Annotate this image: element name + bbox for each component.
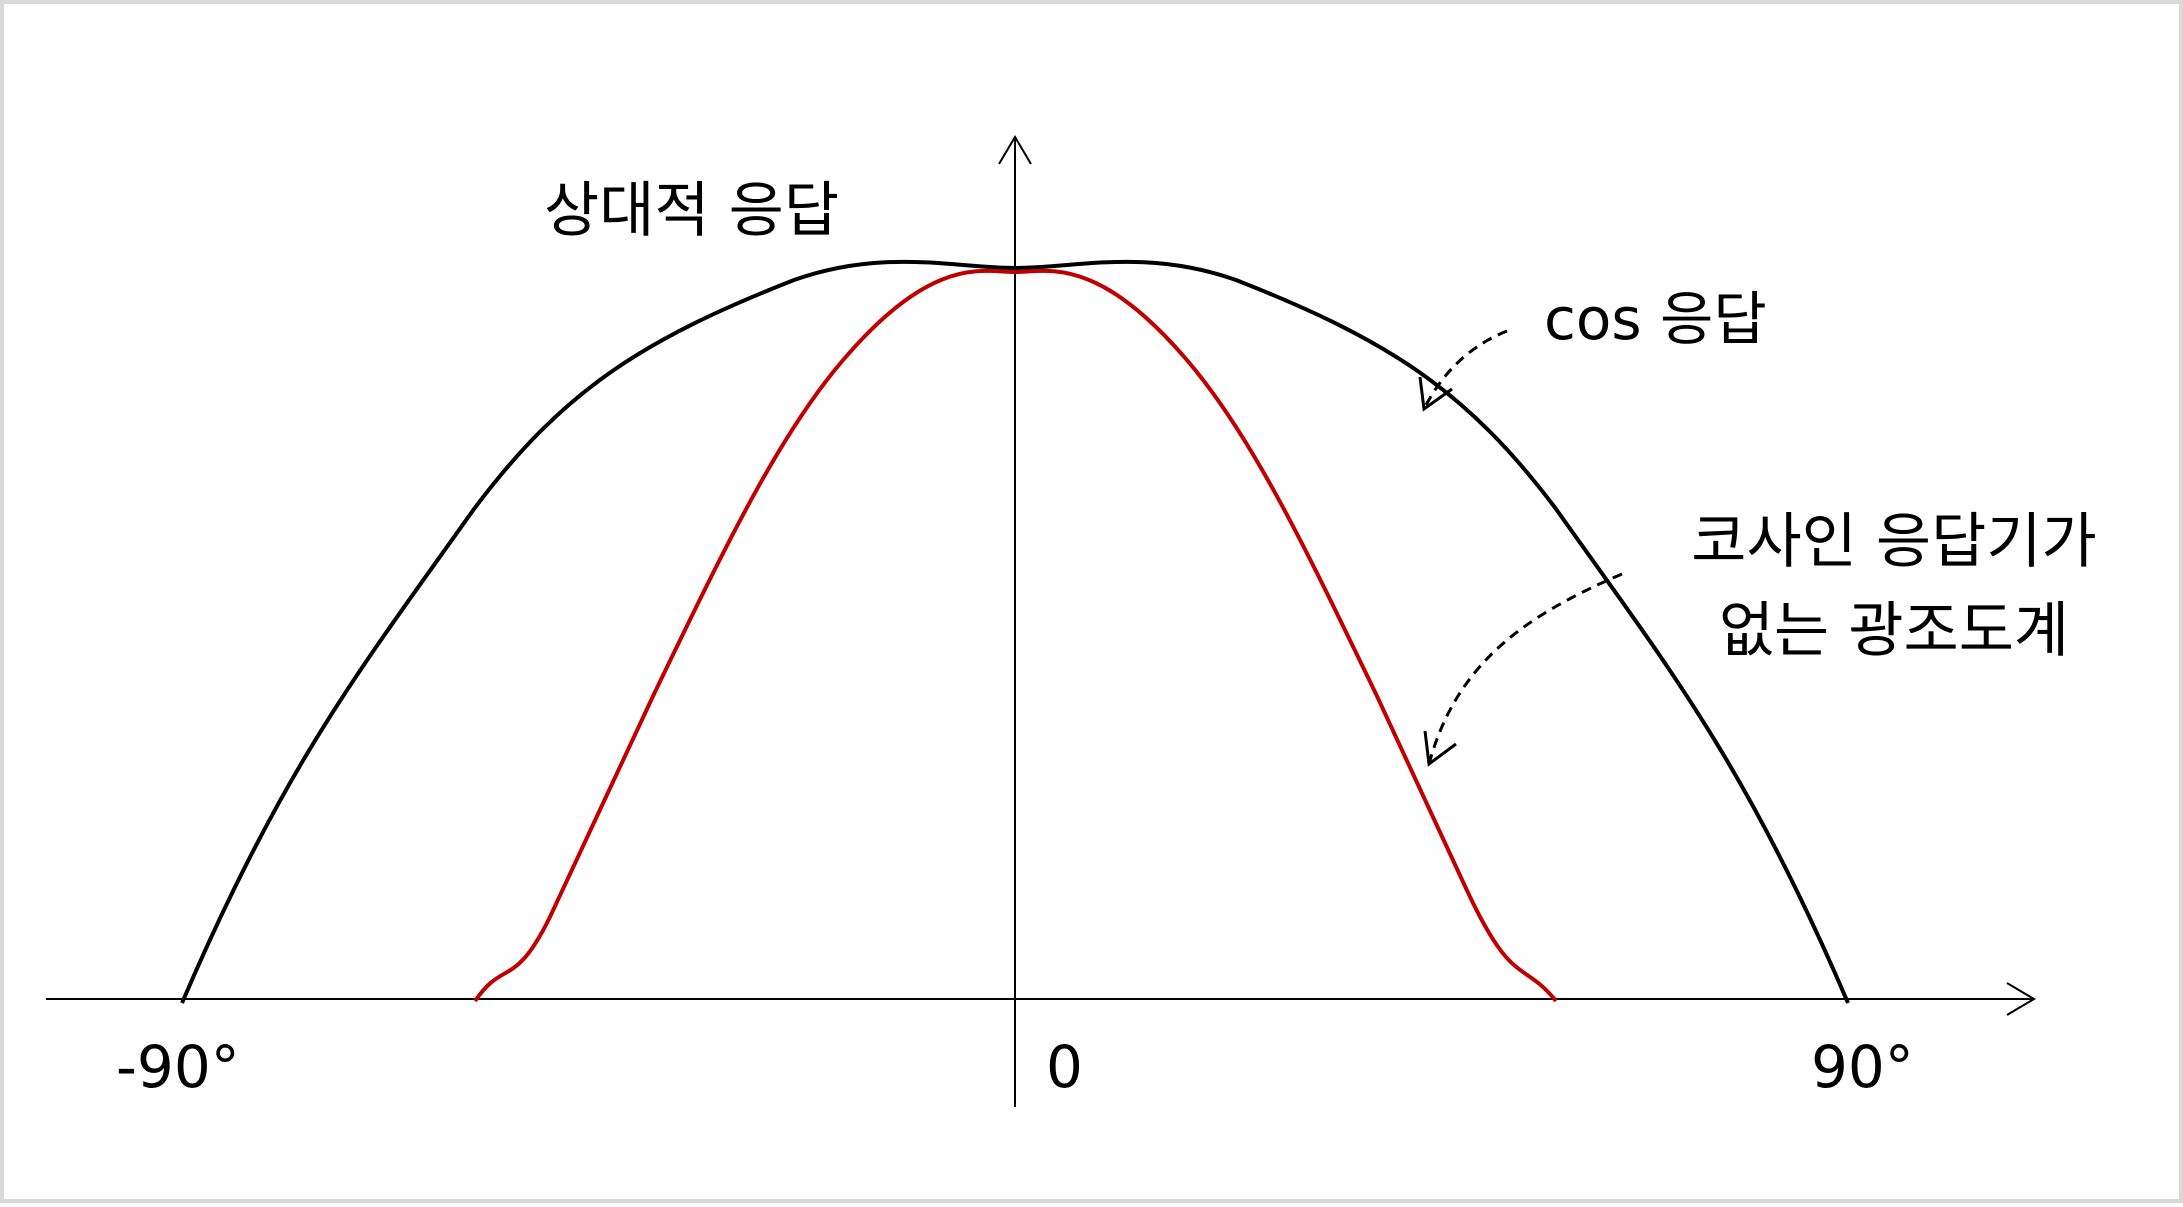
cosine-response-diagram: 상대적 응답 cos 응답 코사인 응답기가 없는 광조도계 -90° 0 90… [46, 135, 2097, 1107]
no-cos-corrector-label-line1: 코사인 응답기가 [1691, 507, 2096, 577]
cos-response-curve [180, 259, 1850, 1004]
x-axis-arrow-icon [2006, 982, 2036, 1016]
y-axis-arrow-icon [998, 135, 1032, 165]
no-cos-corrector-pointer [1427, 572, 1623, 765]
chart-title: 상대적 응답 [544, 176, 839, 246]
no-cos-corrector-label-line2: 없는 광조도계 [1719, 596, 2069, 666]
cos-response-pointer [1422, 329, 1508, 410]
tick-label-zero: 0 [1046, 1033, 1083, 1101]
tick-label-neg-90: -90° [116, 1033, 240, 1101]
tick-label-pos-90: 90° [1811, 1033, 1914, 1101]
no-cos-corrector-arrowhead-icon [1423, 730, 1457, 767]
cos-response-arrowhead-icon [1418, 376, 1453, 412]
cos-response-label: cos 응답 [1544, 285, 1767, 353]
no-cos-corrector-curve [473, 268, 1558, 1003]
